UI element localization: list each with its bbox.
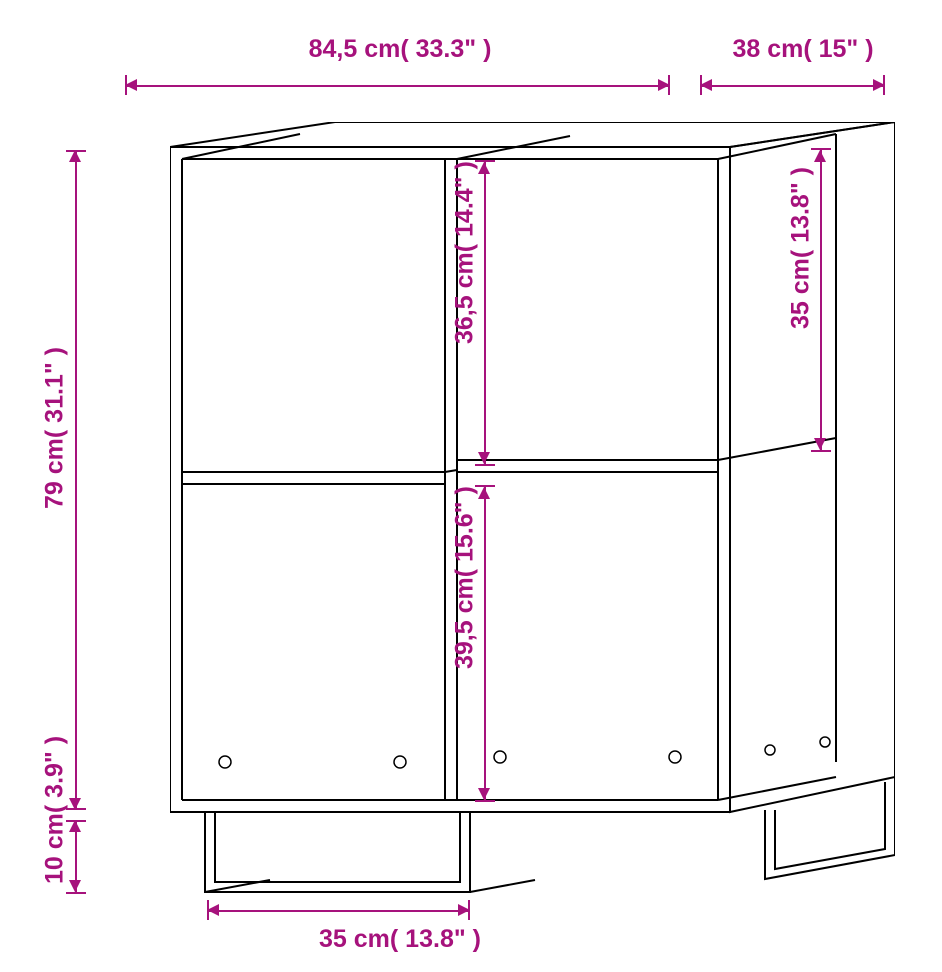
dim-cm: 79 cm <box>41 438 69 509</box>
arrow <box>478 452 490 464</box>
dim-cm: 36,5 cm <box>451 252 479 344</box>
dim-line-shelf-lower <box>484 487 486 800</box>
dim-cap <box>700 75 702 95</box>
dim-line-width <box>125 85 670 87</box>
dim-width-total: 84,5 cm( 33.3" ) <box>309 35 492 64</box>
arrow <box>814 150 826 162</box>
dim-line-shelf-right <box>820 150 822 450</box>
dim-shelf-right: 35 cm( 13.8" ) <box>787 167 816 329</box>
dim-cap <box>66 150 86 152</box>
dim-shelf-upper: 36,5 cm( 14.4" ) <box>451 161 480 344</box>
dim-line-height-body <box>75 150 77 810</box>
arrow <box>478 788 490 800</box>
dim-cap <box>811 148 831 150</box>
dim-in: ( 13.8" ) <box>390 925 481 953</box>
dim-in: ( 14.4" ) <box>451 161 479 252</box>
dim-line-depth <box>700 85 885 87</box>
dim-in: ( 15" ) <box>803 35 873 63</box>
dim-cap <box>668 75 670 95</box>
dim-cap <box>207 900 209 920</box>
arrow <box>478 162 490 174</box>
dim-cm: 10 cm <box>41 813 69 884</box>
dim-cap <box>811 450 831 452</box>
arrow <box>478 487 490 499</box>
dim-cap <box>475 800 495 802</box>
dim-in: ( 33.3" ) <box>400 35 491 63</box>
dim-height-body: 79 cm( 31.1" ) <box>41 347 70 509</box>
dim-line-shelf-upper <box>484 162 486 464</box>
dim-cm: 84,5 cm <box>309 35 401 63</box>
dim-cm: 35 cm <box>787 258 815 329</box>
dim-cap <box>125 75 127 95</box>
arrow <box>69 880 81 892</box>
dim-in: ( 3.9" ) <box>41 736 69 813</box>
dim-cap <box>66 892 86 894</box>
dim-cm: 39,5 cm <box>451 577 479 669</box>
dim-cap <box>475 464 495 466</box>
dim-shelf-lower: 39,5 cm( 15.6" ) <box>451 486 480 669</box>
dim-line-leg-width <box>207 910 470 912</box>
dim-in: ( 31.1" ) <box>41 347 69 438</box>
dim-cm: 35 cm <box>319 925 390 953</box>
dim-cm: 38 cm <box>732 35 803 63</box>
dim-cap <box>883 75 885 95</box>
dim-height-leg: 10 cm( 3.9" ) <box>41 736 70 884</box>
dim-in: ( 13.8" ) <box>787 167 815 258</box>
dim-cap <box>468 900 470 920</box>
dim-leg-width: 35 cm( 13.8" ) <box>319 925 481 954</box>
dim-in: ( 15.6" ) <box>451 486 479 577</box>
arrow <box>814 438 826 450</box>
dim-depth: 38 cm( 15" ) <box>732 35 873 64</box>
dimension-diagram: 84,5 cm( 33.3" ) 38 cm( 15" ) 79 cm( 31.… <box>0 0 942 972</box>
